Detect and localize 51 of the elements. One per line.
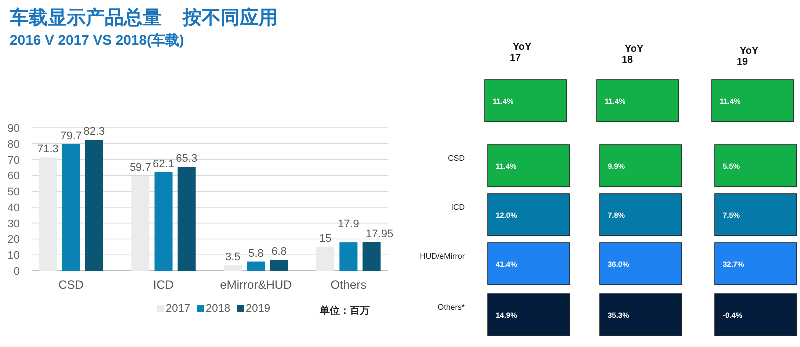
chart-title: 车载显示产品总量 按不同应用 <box>9 7 278 29</box>
category-label: CSD <box>448 154 465 163</box>
bar <box>247 262 266 271</box>
bar <box>178 167 196 271</box>
data-label: 71.3 <box>37 144 59 156</box>
data-label: 82.3 <box>84 126 106 138</box>
x-tick-label: Others <box>330 278 367 292</box>
data-label: 6.8 <box>272 246 287 258</box>
x-tick-label: CSD <box>58 278 84 292</box>
bar <box>224 265 242 271</box>
category-label: YoY 19 <box>737 46 760 68</box>
bar <box>270 260 288 271</box>
category-label: ICD <box>451 203 465 212</box>
data-label: 17.95 <box>366 228 394 240</box>
data-label: 65.3 <box>176 153 198 166</box>
y-tick-label: 0 <box>14 266 20 278</box>
bar <box>85 140 104 271</box>
bar <box>362 242 381 271</box>
data-label: 59.7 <box>130 162 152 174</box>
bar <box>39 158 58 271</box>
data-label: 79.7 <box>60 130 82 142</box>
category-label: YoY 18 <box>622 44 644 66</box>
bar <box>154 172 173 271</box>
bar <box>62 144 80 271</box>
data-label: 62.1 <box>153 158 174 170</box>
legend-label: 2018 <box>206 303 230 315</box>
legend-label: 2017 <box>166 303 190 315</box>
y-tick-label: 30 <box>8 218 20 230</box>
x-tick-label: ICD <box>153 278 174 292</box>
y-tick-label: 40 <box>8 202 20 214</box>
y-tick-label: 80 <box>8 138 20 151</box>
bar <box>340 242 358 271</box>
data-label: 3.5 <box>225 251 241 264</box>
data-label: 17.9 <box>338 218 360 231</box>
chart-subtitle: 2016 V 2017 VS 2018(车载) <box>10 32 184 48</box>
data-label: 5.8 <box>248 248 264 260</box>
y-tick-label: 10 <box>8 250 20 262</box>
y-tick-label: 90 <box>8 123 20 135</box>
category-label: YoY 17 <box>510 42 532 64</box>
y-tick-label: 20 <box>8 234 20 246</box>
data-label: 15 <box>319 233 332 246</box>
x-tick-label: eMirror&HUD <box>220 278 293 292</box>
text: 单位：百万 <box>319 305 370 317</box>
y-tick-label: 70 <box>8 154 20 167</box>
y-tick-label: 50 <box>8 186 20 199</box>
category-label: HUD/eMirror <box>420 252 465 261</box>
legend-label: 2019 <box>246 303 270 315</box>
bar <box>316 247 335 271</box>
bar <box>132 176 150 271</box>
category-label: Others* <box>438 303 465 312</box>
y-tick-label: 60 <box>8 170 20 183</box>
